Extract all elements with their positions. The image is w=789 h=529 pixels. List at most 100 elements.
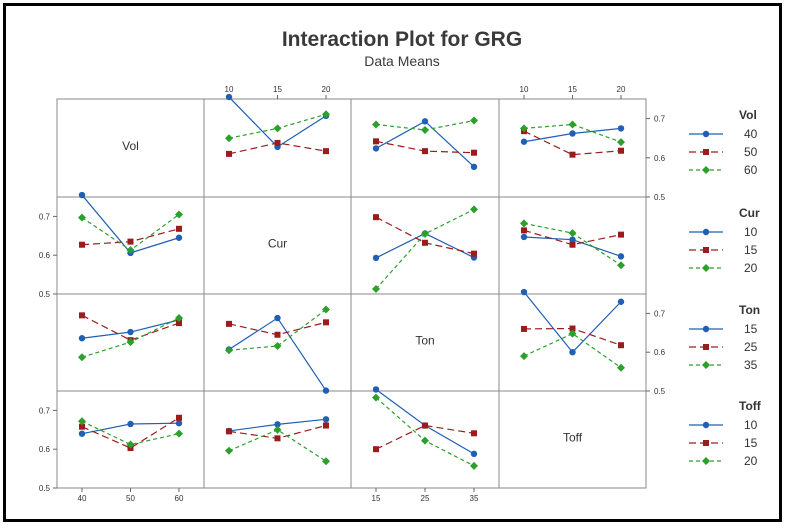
data-point [421, 125, 429, 134]
data-point [470, 163, 478, 171]
series-line [523, 130, 622, 156]
data-point [702, 325, 710, 333]
data-point [126, 440, 135, 449]
data-point [323, 148, 329, 155]
data-point [520, 124, 528, 133]
y-tick-label: 0.6 [39, 445, 51, 454]
diagonal-label-toff: Toff [563, 431, 583, 445]
data-point [225, 93, 233, 101]
data-point [702, 264, 710, 272]
legend-entry: 10 [744, 225, 758, 239]
data-point [175, 429, 183, 438]
data-point [569, 241, 576, 248]
y-tick-label: 0.5 [654, 387, 666, 396]
data-point [618, 231, 624, 238]
data-point [226, 428, 232, 435]
data-point [422, 422, 428, 429]
data-point [79, 241, 85, 248]
y-tick-label: 0.5 [654, 193, 666, 202]
data-point [225, 134, 233, 143]
data-point [323, 319, 329, 326]
data-point [78, 191, 86, 199]
data-point [126, 338, 135, 347]
legend-title-vol: Vol [739, 108, 757, 122]
x-tick-label: 10 [225, 85, 234, 94]
legend-title-toff: Toff [739, 399, 762, 413]
data-point [568, 329, 577, 338]
data-point [422, 148, 428, 155]
data-point [274, 435, 281, 442]
data-point [373, 214, 379, 221]
legend-entry: 20 [744, 261, 758, 275]
data-point [702, 130, 710, 138]
series-line [523, 123, 622, 143]
x-tick-label: 20 [322, 85, 331, 94]
y-tick-label: 0.6 [654, 348, 666, 357]
data-point [520, 288, 528, 296]
x-tick-label: 15 [568, 85, 577, 94]
legend-entry: 10 [744, 418, 758, 432]
data-point [273, 341, 282, 350]
data-point [274, 139, 281, 146]
data-point [176, 414, 182, 421]
data-point [273, 124, 282, 133]
chart-title: Interaction Plot for GRG [282, 28, 522, 51]
legend-entry: 15 [744, 322, 758, 336]
data-point [127, 328, 134, 336]
data-point [273, 425, 282, 434]
panel-3-0 [56, 390, 205, 489]
y-tick-label: 0.7 [39, 212, 51, 221]
data-point [372, 386, 380, 393]
data-point [471, 149, 477, 156]
data-point [617, 298, 625, 305]
data-point [78, 430, 86, 437]
data-point [322, 457, 330, 466]
data-point [176, 225, 182, 232]
data-point [127, 420, 134, 428]
data-point [78, 335, 86, 342]
x-tick-label: 25 [421, 494, 430, 503]
panel-3-3 [498, 390, 647, 489]
data-point [226, 320, 232, 327]
series-line [228, 309, 327, 351]
data-point [568, 120, 577, 129]
data-point [702, 457, 710, 465]
data-point [702, 228, 710, 236]
data-point [471, 430, 477, 437]
data-point [274, 331, 281, 338]
diagonal-label-vol: Vol [122, 139, 139, 153]
data-point [568, 229, 577, 238]
data-point [78, 353, 86, 362]
data-point [618, 342, 624, 349]
x-tick-label: 40 [78, 494, 87, 503]
legend-entry: 40 [744, 127, 758, 141]
data-point [175, 314, 183, 323]
data-point [470, 450, 478, 458]
data-point [702, 421, 710, 429]
data-point [274, 421, 281, 428]
x-tick-label: 60 [175, 494, 184, 503]
data-point [421, 118, 429, 125]
data-point [176, 320, 182, 327]
data-point [521, 227, 527, 234]
data-point [520, 219, 528, 228]
chart-frame: Interaction Plot for GRG Data Means Vol C… [3, 3, 782, 522]
data-point [569, 349, 576, 356]
data-point [702, 166, 710, 174]
data-point [703, 247, 709, 253]
x-tick-label: 15 [372, 494, 381, 503]
panel-1-1 [203, 196, 352, 295]
data-point [372, 120, 380, 129]
data-point [617, 363, 625, 372]
y-tick-label: 0.6 [39, 251, 51, 260]
legend-entry: 15 [744, 436, 758, 450]
panel-0-0 [56, 98, 205, 198]
data-point [79, 423, 85, 430]
data-point [225, 346, 233, 355]
x-tick-label: 10 [520, 85, 529, 94]
data-point [373, 446, 379, 453]
legend-entry: 15 [744, 243, 758, 257]
legend-entry: 35 [744, 358, 758, 372]
data-point [175, 420, 183, 427]
data-point [372, 284, 380, 293]
